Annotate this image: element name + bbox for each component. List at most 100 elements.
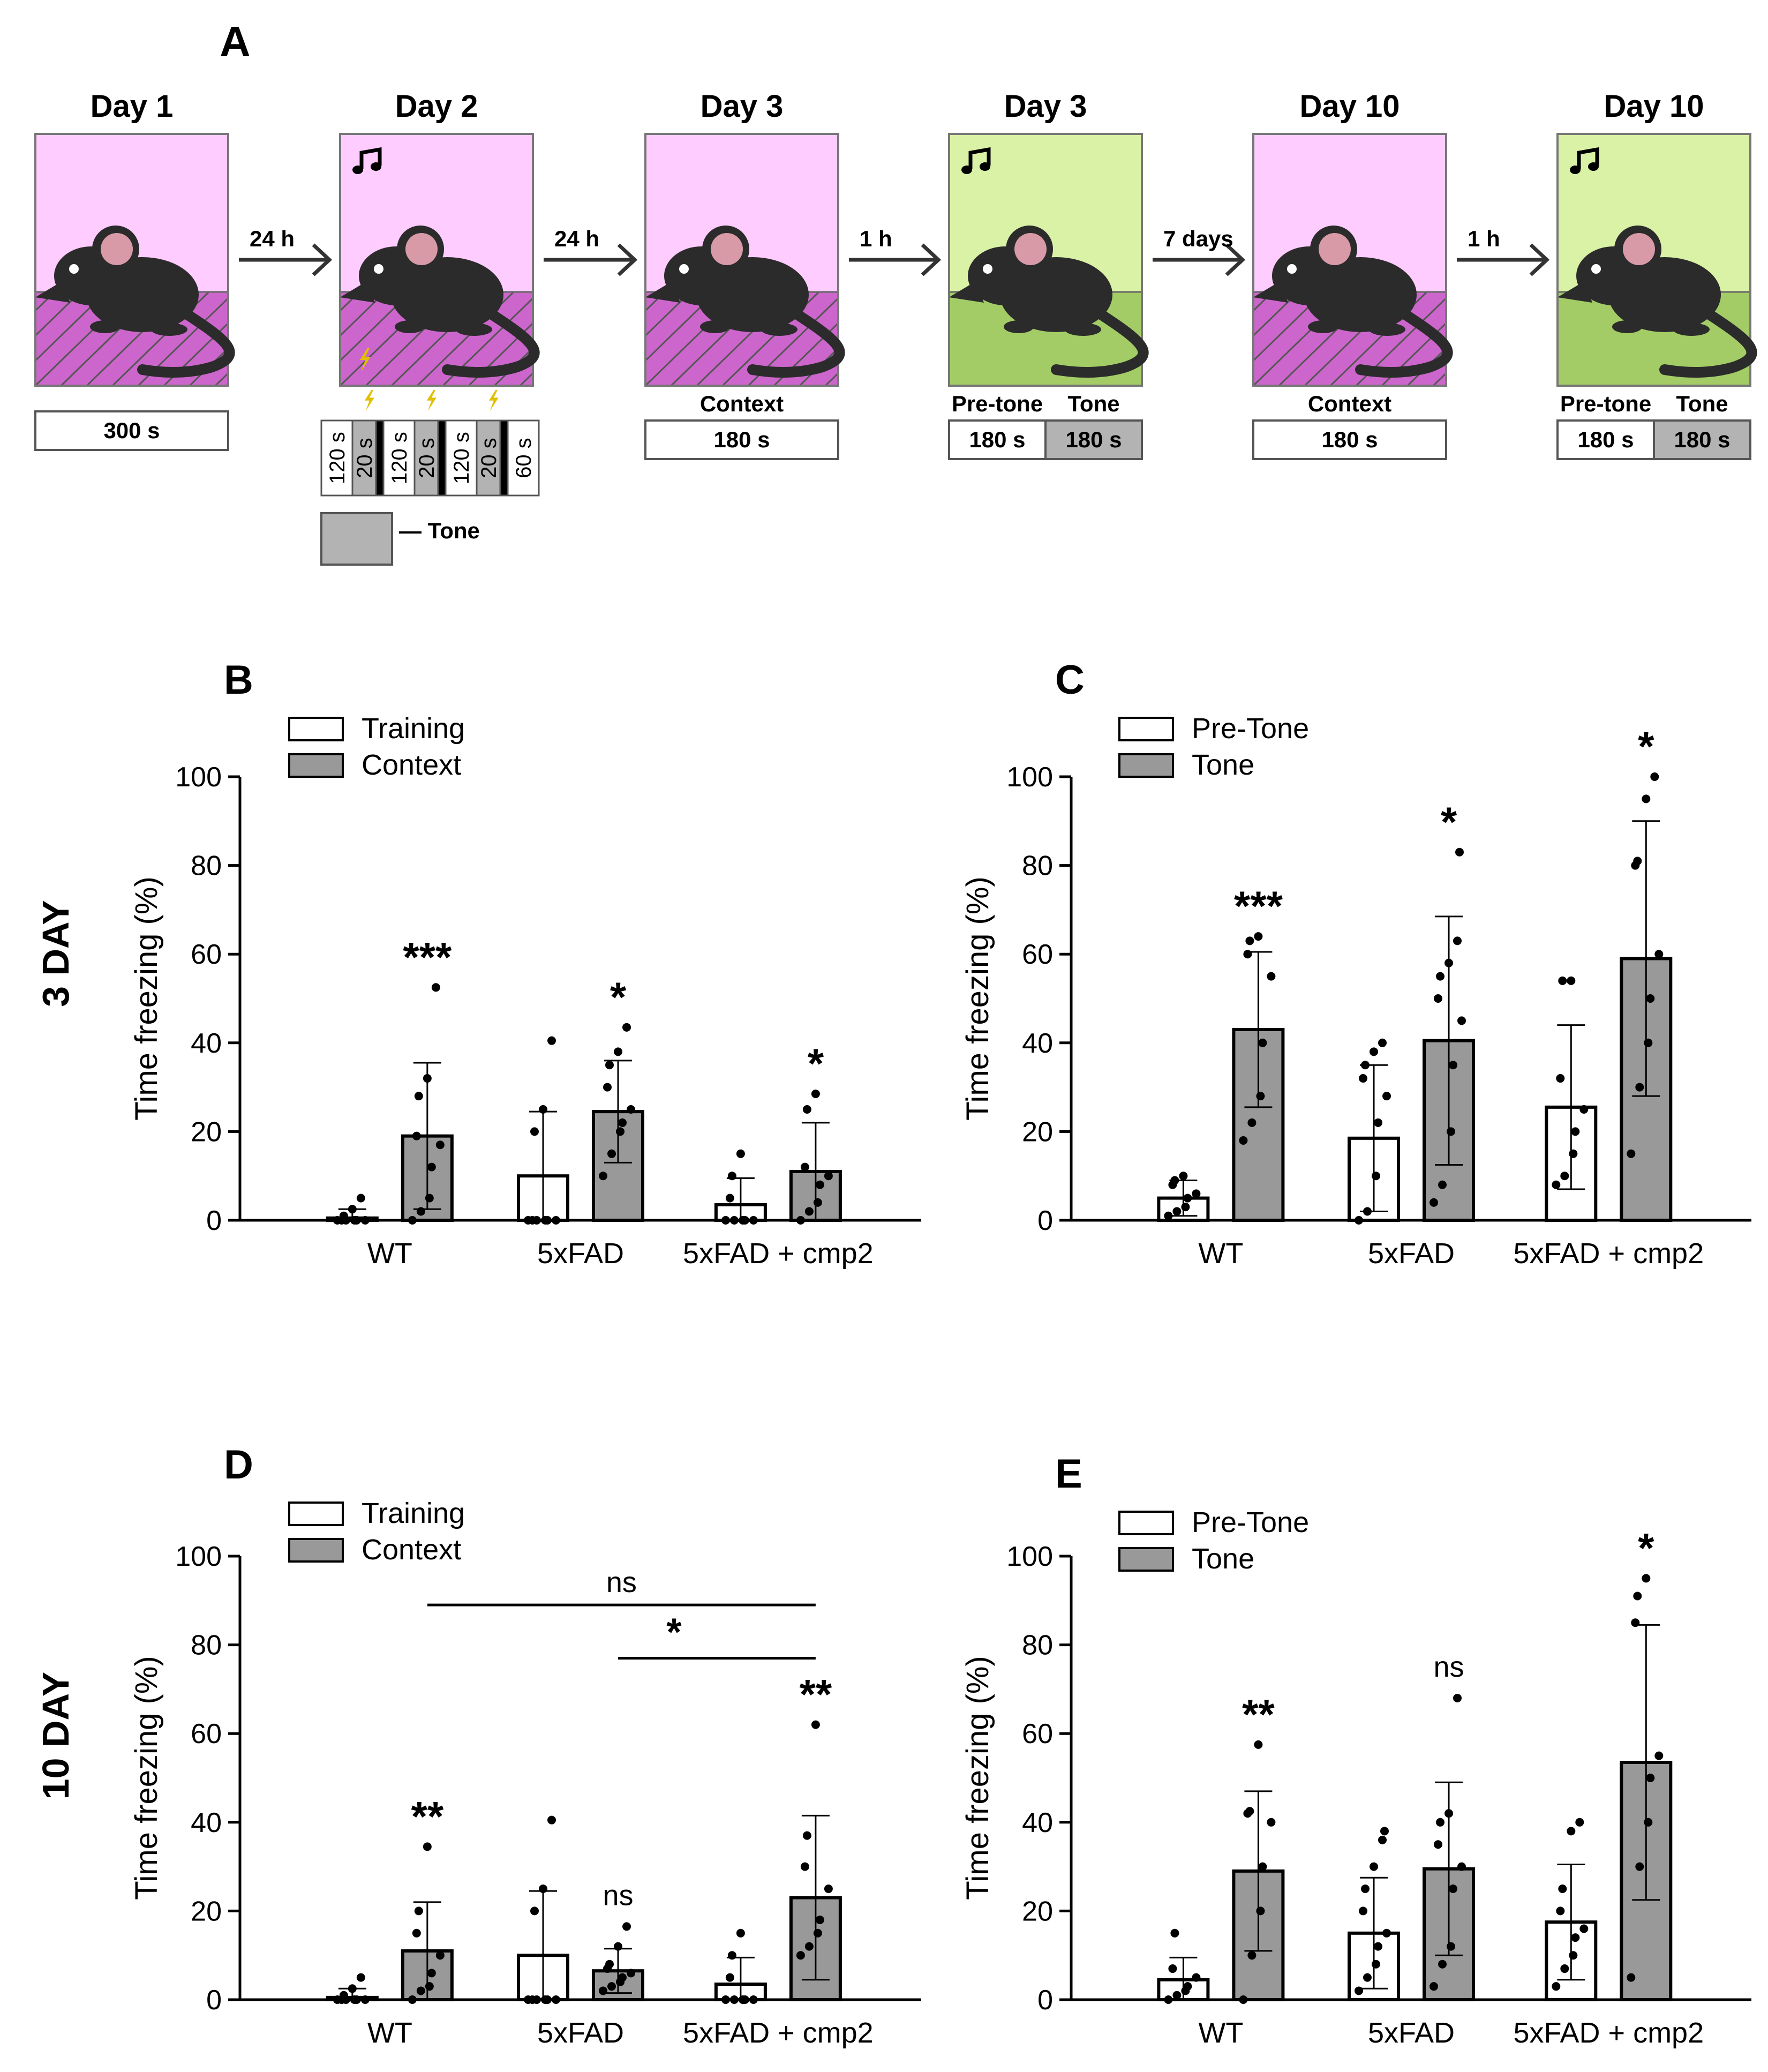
data-point — [1642, 794, 1651, 804]
protocol-box-2: Day 2 — [339, 89, 540, 387]
data-point — [740, 1995, 749, 2004]
timer-box — [1044, 419, 1143, 460]
music-note-icon — [1577, 147, 1599, 169]
y-tick-label: 20 — [1022, 1896, 1053, 1927]
significance-label: * — [1638, 723, 1654, 770]
data-point — [1644, 1818, 1653, 1827]
mouse-eye — [983, 264, 992, 274]
data-point — [736, 1928, 745, 1938]
hatch-line — [1253, 292, 1299, 337]
data-point — [800, 1162, 809, 1172]
chamber-border — [1252, 133, 1447, 387]
protocol-subcaption: Tone — [1067, 391, 1119, 416]
data-point — [725, 1193, 734, 1203]
data-point — [1567, 976, 1576, 985]
data-point — [599, 1172, 607, 1181]
data-point — [729, 1216, 739, 1225]
data-point — [1258, 1038, 1267, 1047]
x-category-label: WT — [367, 1237, 412, 1270]
y-tick-label: 0 — [206, 1205, 222, 1236]
mouse-ear-inner — [1319, 233, 1351, 265]
y-tick-label: 60 — [1022, 1718, 1053, 1750]
data-point — [1631, 1618, 1640, 1627]
data-point — [1552, 1180, 1561, 1189]
legend-label: Pre-Tone — [1192, 1506, 1309, 1538]
schedule-segment-tone — [351, 419, 377, 497]
hatch-line — [645, 292, 666, 312]
timer-box — [948, 419, 1047, 460]
data-point — [1170, 1928, 1179, 1938]
data-point — [1239, 1136, 1248, 1145]
data-point — [416, 1986, 425, 1995]
data-point — [1170, 1176, 1179, 1185]
data-point — [1363, 1207, 1372, 1216]
protocol-day-label: Day 3 — [701, 89, 784, 124]
significance-label: * — [610, 973, 627, 1020]
schedule-tone-legend: — Tone — [320, 512, 480, 566]
data-point — [627, 1105, 635, 1114]
data-point — [552, 1995, 560, 2004]
y-tick-label: 0 — [1037, 1205, 1053, 1236]
data-point — [427, 1162, 436, 1172]
data-point — [1363, 1973, 1372, 1982]
schedule-segment-shock — [437, 419, 447, 497]
data-point — [1436, 1818, 1445, 1827]
protocol-subcaption: Pre-tone — [952, 391, 1043, 416]
data-point — [1243, 950, 1252, 959]
y-tick-label: 20 — [191, 1116, 222, 1147]
significance-label: ns — [603, 1879, 633, 1911]
shock-bolt-icon — [364, 390, 374, 411]
significance-label: ns — [1433, 1651, 1464, 1683]
arrow-interval-label: 1 h — [1468, 226, 1500, 251]
data-point — [1372, 1172, 1380, 1181]
data-point — [1382, 1928, 1391, 1938]
data-point — [356, 1193, 365, 1203]
data-point — [530, 1127, 539, 1136]
x-category-label: 5xFAD + cmp2 — [683, 2017, 874, 2049]
data-point — [1571, 1933, 1580, 1942]
mouse-ear-inner — [1014, 233, 1047, 265]
data-point — [1247, 1951, 1257, 1960]
y-axis-label: Time freezing (%) — [129, 876, 164, 1121]
data-point — [813, 1928, 822, 1938]
data-point — [1633, 857, 1642, 866]
data-point — [1359, 1074, 1367, 1083]
shock-bolt-icon — [360, 348, 371, 372]
data-point — [1627, 1149, 1636, 1158]
data-point — [1633, 1591, 1642, 1601]
data-point — [1552, 1982, 1561, 1991]
data-point — [605, 1061, 614, 1070]
mouse-eye — [1591, 264, 1601, 274]
data-point — [1355, 1216, 1363, 1225]
day2-schedule: 120 s 20 s 120 s 20 s 120 s 20 s 60 s — [320, 390, 540, 497]
data-point — [1192, 1189, 1201, 1198]
data-point — [1355, 1986, 1363, 1995]
data-point — [360, 1995, 370, 2004]
x-category-label: WT — [1198, 1237, 1243, 1270]
protocol-day-label: Day 10 — [1299, 89, 1400, 124]
data-point — [1560, 1172, 1569, 1181]
data-point — [1642, 1574, 1651, 1583]
timer-label: 300 s — [103, 418, 160, 443]
data-point — [1558, 976, 1567, 985]
x-category-label: 5xFAD — [1368, 1237, 1455, 1270]
y-axis-label: Time freezing (%) — [960, 876, 995, 1121]
hatch-line — [35, 292, 81, 337]
hatch-line — [340, 292, 386, 337]
data-point — [1179, 1172, 1188, 1181]
protocol-box-1: Day 1 300 s — [34, 89, 235, 451]
data-point — [1453, 1693, 1462, 1702]
timer-box — [644, 419, 839, 460]
hatch-line — [35, 292, 56, 312]
data-point — [1575, 1818, 1584, 1827]
timer-label: 180 s — [969, 427, 1025, 452]
y-tick-label: 100 — [1006, 762, 1053, 793]
data-point — [811, 1090, 820, 1099]
row-label-3-day: 3 DAY — [35, 900, 77, 1007]
data-point — [528, 1216, 537, 1225]
shock-bolt-icon — [426, 390, 437, 411]
data-point — [616, 1127, 625, 1136]
data-point — [543, 1216, 552, 1225]
data-point — [796, 1951, 805, 1960]
arrow-head — [921, 243, 942, 276]
